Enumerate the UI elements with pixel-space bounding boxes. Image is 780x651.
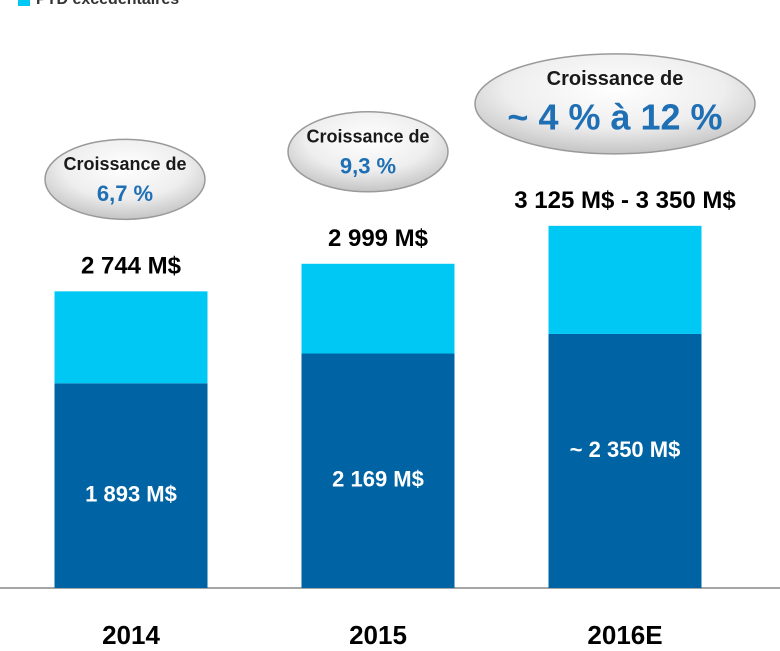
growth-title: Croissance de [306, 127, 429, 147]
value-label: ~ 2 350 M$ [570, 437, 681, 462]
growth-bubble [287, 111, 449, 193]
bar-segment [548, 225, 702, 334]
growth-title: Croissance de [547, 68, 684, 90]
total-label: 3 125 M$ - 3 350 M$ [514, 187, 736, 214]
bar-segment [301, 353, 455, 588]
bar-segment [301, 263, 455, 354]
bar-segment [548, 333, 702, 588]
bar-segment [54, 291, 208, 384]
growth-value: 6,7 % [97, 181, 153, 206]
growth-value: ~ 4 % à 12 % [507, 96, 722, 137]
growth-bubble [44, 138, 206, 221]
value-label: 2 169 M$ [332, 467, 424, 492]
x-tick-label: 2014 [102, 620, 160, 650]
total-label: 2 999 M$ [328, 225, 429, 252]
total-label: 2 744 M$ [81, 253, 182, 280]
x-tick-label: 2016E [587, 620, 662, 650]
value-label: 1 893 M$ [85, 481, 177, 506]
legend-swatch [18, 0, 30, 6]
growth-value: 9,3 % [340, 154, 396, 179]
growth-title: Croissance de [63, 154, 186, 174]
legend-label: PTD excédentaires [36, 0, 179, 8]
x-tick-label: 2015 [349, 620, 407, 650]
growth-bubble [474, 53, 756, 155]
bar-segment [54, 383, 208, 588]
